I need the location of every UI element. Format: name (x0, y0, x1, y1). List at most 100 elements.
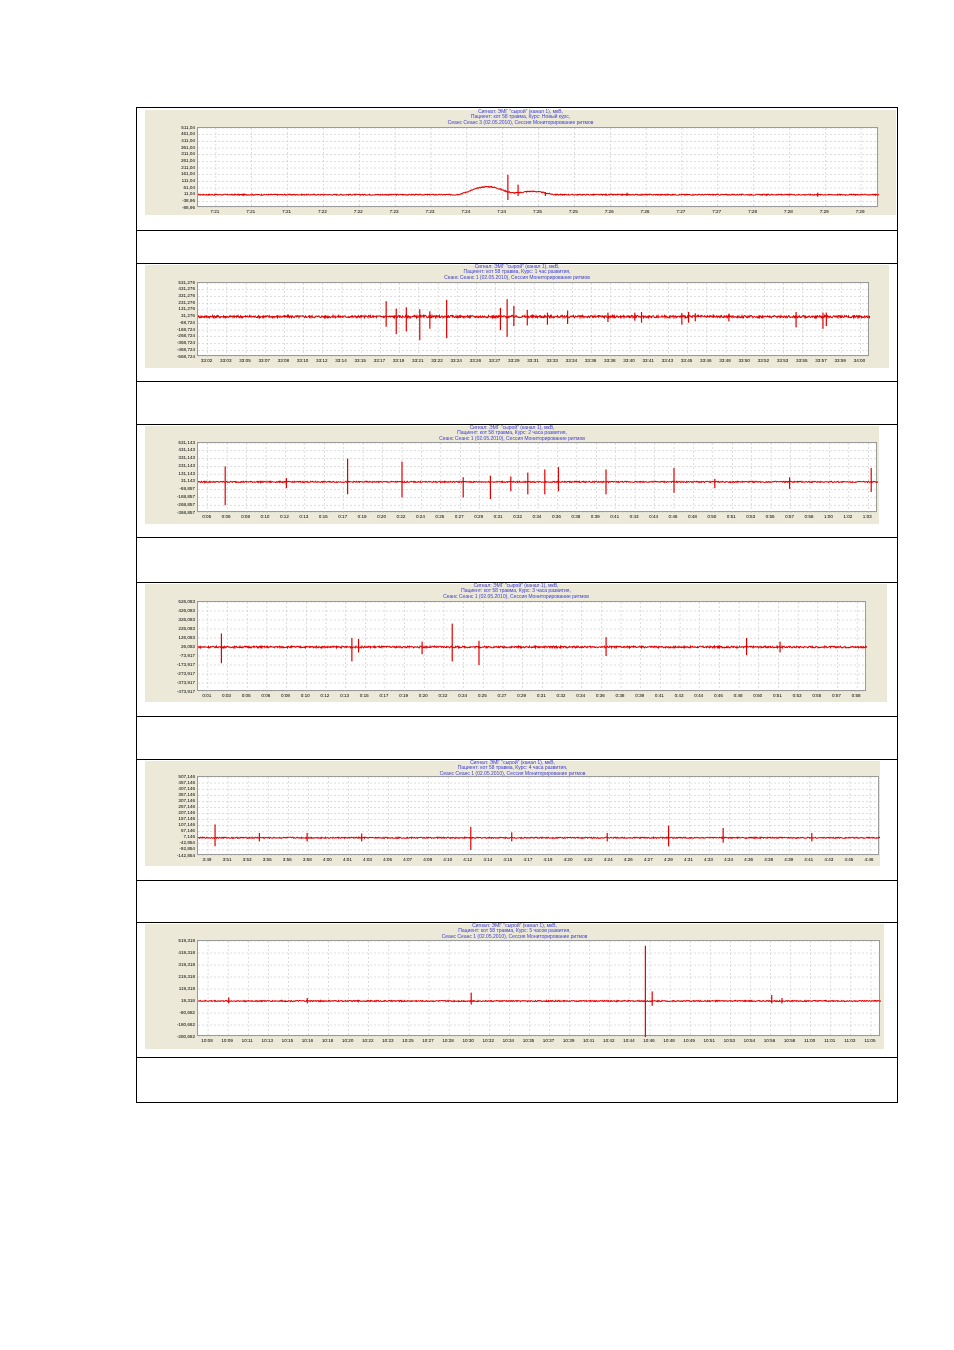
x-tick-label: 7:23 (389, 209, 399, 214)
emg-signal-svg (198, 602, 867, 692)
x-tick-label: 33:45 (680, 358, 693, 363)
y-tick-label: 231,276 (178, 299, 195, 305)
chart-caption (136, 880, 898, 923)
x-tick-label: 4:43 (824, 857, 834, 862)
x-tick-label: 0:12 (320, 693, 330, 698)
x-tick-label: 0:13 (340, 693, 350, 698)
chart-caption (136, 381, 898, 425)
x-tick-label: 33:31 (527, 358, 539, 363)
y-tick-label: -273,917 (176, 670, 195, 676)
x-tick-label: 4:39 (784, 857, 794, 862)
x-tick-label: 33:12 (316, 358, 328, 363)
emg-signal-trace (198, 999, 881, 1003)
y-tick-label: -268,857 (176, 501, 195, 507)
x-tick-label: 10:23 (382, 1038, 394, 1043)
x-tick-label: 0:27 (454, 514, 464, 519)
x-tick-label: 10:16 (301, 1038, 314, 1043)
x-tick-label: 33:17 (373, 358, 386, 363)
x-tick-label: 33:52 (757, 358, 770, 363)
x-tick-label: 0:46 (713, 693, 723, 698)
y-tick-label: 31,276 (180, 313, 195, 319)
x-tick-label: 0:58 (851, 693, 861, 698)
x-tick-label: 7:27 (712, 209, 722, 214)
x-tick-label: 4:33 (704, 857, 713, 862)
emg-signal-trace (198, 835, 880, 840)
emg-signal-trace (198, 313, 870, 320)
y-tick-label: 507,146 (178, 773, 195, 779)
x-tick-label: 33:50 (738, 358, 750, 363)
x-tick-label: 0:22 (396, 514, 406, 519)
x-tick-label: 10:53 (723, 1038, 736, 1043)
plot-area (197, 776, 880, 856)
x-tick-label: 33:41 (642, 358, 654, 363)
y-tick-label: 61,04 (183, 184, 196, 190)
y-tick-label: 219,318 (178, 973, 195, 979)
x-tick-label: 33:34 (565, 358, 578, 363)
chart-header: Сигнал: ЭМГ "сырой" (канал 1), мкВ, Пацие… (145, 109, 896, 126)
x-tick-label: 0:01 (202, 693, 212, 698)
x-tick-label: 4:26 (623, 857, 633, 862)
x-tick-label: 4:27 (643, 857, 653, 862)
x-tick-label: 0:50 (753, 693, 763, 698)
chart-header-line: Пациент: кот 58 травма, Курс: 5 часов ра… (458, 928, 571, 935)
emg-chart-panel: Сигнал: ЭМГ "сырой" (канал 1), мкВ, Пацие… (145, 760, 880, 866)
x-tick-label: 0:15 (318, 514, 328, 519)
x-tick-label: 4:34 (724, 857, 734, 862)
emg-signal-trace (198, 185, 879, 197)
x-tick-label: 0:32 (556, 693, 566, 698)
x-tick-label: 4:10 (443, 857, 453, 862)
x-tick-label: 3:53 (242, 857, 252, 862)
x-tick-label: 33:05 (239, 358, 251, 363)
y-tick-label: 226,083 (178, 625, 195, 631)
x-tick-label: 0:24 (458, 693, 468, 698)
x-tick-label: 3:55 (262, 857, 272, 862)
x-tick-label: 33:55 (796, 358, 808, 363)
x-tick-label: 1:02 (843, 514, 853, 519)
x-tick-label: 33:02 (200, 358, 213, 363)
y-tick-label: 26,083 (180, 643, 195, 649)
x-tick-label: 4:17 (523, 857, 533, 862)
x-tick-label: 10:11 (241, 1038, 253, 1043)
chart-header: Сигнал: ЭМГ "сырой" (канал 1), мкВ, Пацие… (145, 760, 880, 777)
x-tick-label: 7:29 (819, 209, 829, 214)
y-tick-label: 307,146 (178, 797, 195, 803)
x-tick-label: 0:15 (359, 693, 369, 698)
x-tick-label: 7:24 (461, 209, 471, 214)
y-tick-label: 31,143 (180, 478, 195, 484)
x-tick-label: 33:07 (258, 358, 270, 363)
x-tick-label: 10:56 (763, 1038, 776, 1043)
y-tick-label: 431,143 (178, 447, 195, 453)
x-tick-label: 33:40 (623, 358, 635, 363)
y-tick-label: 161,04 (180, 171, 195, 177)
x-tick-label: 4:20 (563, 857, 573, 862)
y-tick-label: 107,146 (178, 822, 195, 828)
x-tick-label: 10:41 (582, 1038, 595, 1043)
y-tick-label: -38,96 (181, 197, 195, 203)
x-tick-label: 34:00 (853, 358, 866, 363)
x-tick-label: 33:43 (661, 358, 674, 363)
x-tick-label: 0:06 (261, 693, 271, 698)
y-tick-label: -368,724 (176, 340, 195, 346)
x-tick-label: 0:08 (241, 514, 251, 519)
x-tick-label: 0:55 (765, 514, 775, 519)
y-tick-label: 519,318 (178, 937, 195, 943)
x-tick-label: 0:24 (415, 514, 425, 519)
x-tick-label: 33:24 (450, 358, 462, 363)
x-tick-label: 0:50 (707, 514, 717, 519)
chart-caption (136, 230, 898, 264)
x-tick-label: 4:31 (683, 857, 693, 862)
x-tick-label: 0:43 (629, 514, 639, 519)
x-tick-label: 10:27 (422, 1038, 434, 1043)
x-tick-label: 11:05 (864, 1038, 876, 1043)
x-tick-label: 7:21 (246, 209, 256, 214)
x-tick-label: 33:26 (469, 358, 482, 363)
x-tick-label: 33:59 (834, 358, 846, 363)
x-tick-label: 7:21 (282, 209, 292, 214)
x-tick-label: 0:03 (222, 693, 231, 698)
x-tick-label: 0:05 (241, 693, 251, 698)
y-tick-label: 319,318 (178, 961, 195, 967)
x-tick-label: 0:20 (418, 693, 428, 698)
x-tick-label: 33:33 (546, 358, 558, 363)
x-tick-label: 4:41 (804, 857, 814, 862)
x-tick-label: 0:13 (299, 514, 309, 519)
